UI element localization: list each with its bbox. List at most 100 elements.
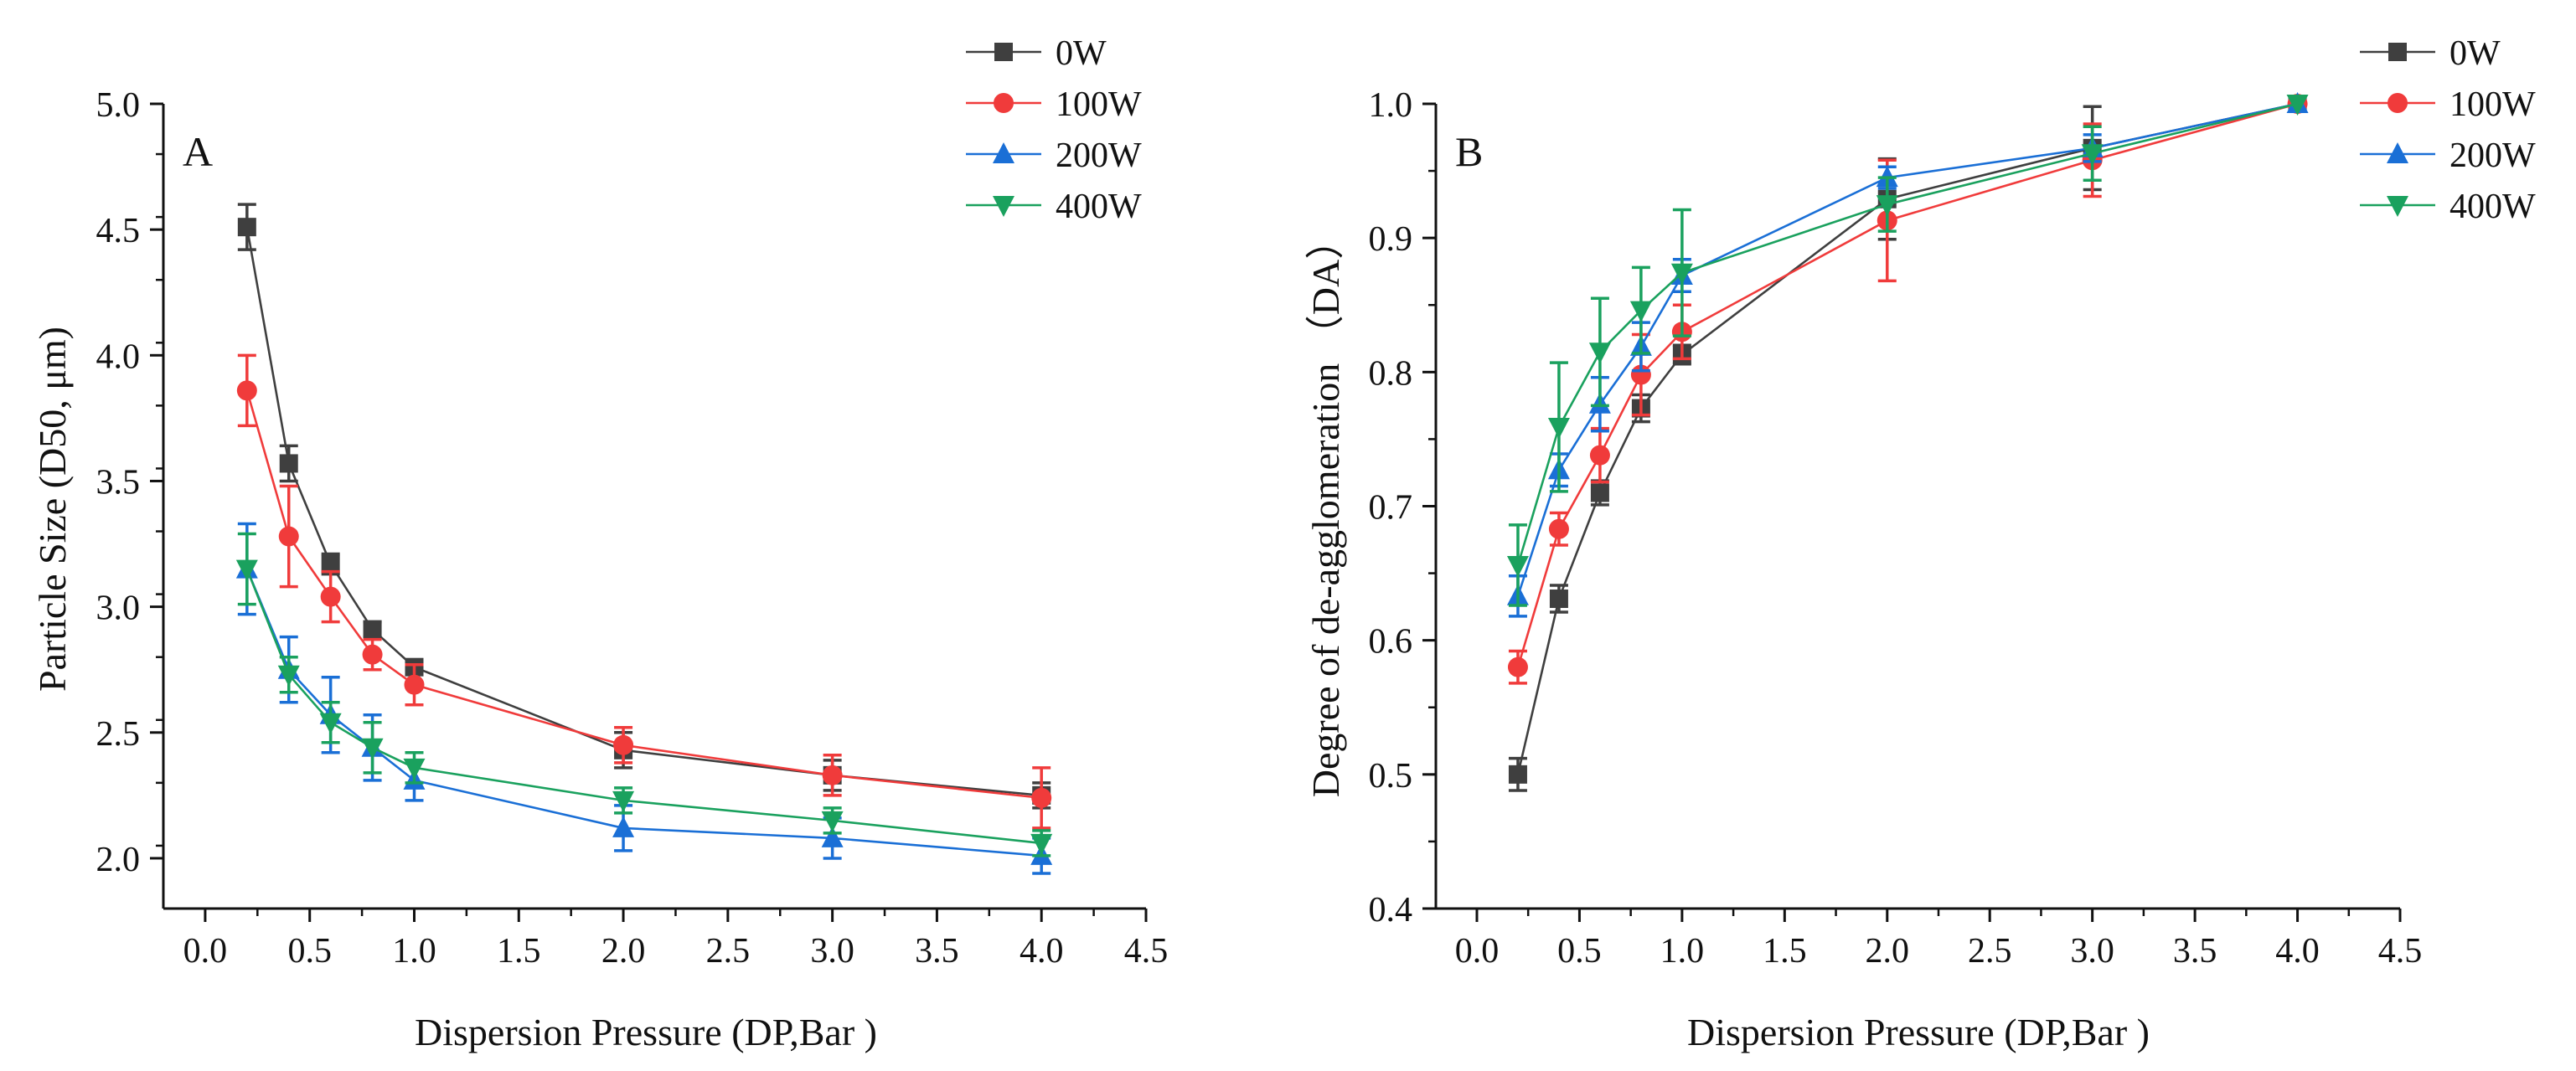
panel-b-series-100w: [1507, 94, 2308, 685]
panel-a-x-tick-label: 3.5: [915, 932, 959, 971]
panel-b-series-400w-point: [1670, 263, 1693, 285]
panel-b-legend-marker: [2387, 196, 2408, 217]
panel-a-x-tick-label: 1.5: [497, 932, 541, 971]
panel-a-legend-marker: [993, 142, 1014, 163]
panel-b-series-100w-line: [1516, 102, 2298, 668]
panel-b-series-400w-point: [2286, 95, 2309, 116]
panel-a-series-100w: [236, 353, 1052, 830]
panel-a-series-400w-point: [612, 790, 635, 812]
panel-a-series-400w-point: [277, 665, 300, 687]
panel-b-x-tick-label: 4.0: [2275, 932, 2320, 971]
panel-a-legend-item-0w: 0W: [966, 34, 1107, 73]
panel-b-series-400w-line: [1516, 102, 2298, 566]
panel-b-y-axis-title: Degree of de-agglomeration （DA）: [1304, 221, 1347, 797]
panel-b-legend-item-400w: 400W: [2360, 188, 2536, 226]
panel-a-legend-label: 400W: [1056, 188, 1142, 226]
panel-b-series-200w-line: [1516, 102, 2298, 597]
panel-b-series-200w: [1506, 92, 2309, 618]
panel-b-x-tick-label: 3.5: [2173, 932, 2217, 971]
panel-b-x-tick-label: 1.5: [1763, 932, 1807, 971]
panel-a-series-100w-point: [278, 526, 299, 547]
panel-b-series-0w-point: [1508, 765, 1527, 784]
panel-b-series-400w: [1506, 95, 2309, 607]
panel-a-series-0w-point: [237, 218, 256, 237]
panel-b-x-tick-label: 2.0: [1866, 932, 1910, 971]
panel-a-series-400w-point: [821, 811, 844, 832]
panel-a-x-tick-label: 3.0: [810, 932, 854, 971]
panel-b-y-tick-label: 0.9: [1369, 220, 1413, 259]
panel-a-series-200w: [235, 522, 1053, 875]
panel-a-series-400w: [235, 532, 1053, 857]
panel-b: 0.0 0.5 1.0 1.5 2.0 2.5 3.0 3.5 4.0 4.5 0.4 0.5 0.6…: [1304, 34, 2536, 1053]
panel-b-series-400w-point: [1629, 301, 1652, 322]
panel-a-y-tick-label: 4.5: [96, 212, 141, 250]
panel-b-y-tick-label: 1.0: [1369, 86, 1413, 125]
panel-a-legend: 0W 100W 200W 400W: [966, 34, 1142, 226]
panel-b-axes: 0.0 0.5 1.0 1.5 2.0 2.5 3.0 3.5 4.0 4.5 0.4 0.5 0.6…: [1369, 86, 2423, 971]
panel-b-legend-item-100w: 100W: [2360, 85, 2536, 124]
panel-a-series-0w-line: [245, 226, 1042, 797]
panel-a-series-100w-point: [613, 734, 634, 755]
panel-a-series-400w-point: [361, 738, 384, 759]
panel-a-series-200w-point: [821, 826, 844, 847]
panel-b-x-tick-label: 0.5: [1557, 932, 1602, 971]
panel-a-series-400w-point: [403, 758, 426, 780]
panel-a-y-tick-label: 3.5: [96, 463, 141, 502]
panel-b-series-400w-point: [2081, 144, 2104, 166]
panel-b-y-tick-label: 0.8: [1369, 354, 1413, 393]
panel-b-label: B: [1455, 128, 1483, 175]
panel-b-y-tick-label: 0.5: [1369, 757, 1413, 796]
panel-a-x-axis-title: Dispersion Pressure (DP,Bar ): [415, 1011, 877, 1053]
panel-b-x-tick-label: 1.0: [1660, 932, 1705, 971]
panel-b-x-ticks: 0.0 0.5 1.0 1.5 2.0 2.5 3.0 3.5 4.0 4.5: [1455, 909, 2423, 971]
panel-a-series-400w-line: [245, 569, 1042, 845]
panel-b-series-400w-point: [1876, 195, 1898, 217]
panel-a-series-100w-point: [822, 765, 843, 785]
panel-a: 0.0 0.5 1.0 1.5 2.0 2.5 3.0 3.5 4.0 4.5 2.0 2.5 3.0…: [31, 34, 1168, 1053]
panel-b-x-tick-label: 4.5: [2378, 932, 2423, 971]
panel-b-series-400w-point: [1588, 342, 1611, 364]
panel-b-legend-marker: [2388, 43, 2407, 61]
panel-a-y-tick-label: 5.0: [96, 86, 141, 125]
panel-a-series-200w-point: [612, 816, 635, 837]
panel-b-series: [1506, 92, 2309, 792]
panel-b-legend-item-200w: 200W: [2360, 136, 2536, 175]
panel-a-legend-item-400w: 400W: [966, 188, 1142, 226]
panel-a-series: [235, 203, 1053, 875]
panel-a-series-100w-line: [245, 389, 1042, 800]
panel-a-axes: 0.0 0.5 1.0 1.5 2.0 2.5 3.0 3.5 4.0 4.5 2.0 2.5 3.0…: [96, 86, 1169, 971]
panel-a-series-0w-point: [279, 454, 298, 473]
panel-a-y-tick-label: 4.0: [96, 337, 141, 376]
panel-b-legend-label: 400W: [2450, 188, 2536, 226]
panel-a-series-400w-point: [235, 559, 258, 581]
panel-a-legend-label: 100W: [1056, 85, 1142, 124]
panel-a-series-400w-point: [1030, 833, 1053, 855]
panel-b-x-tick-label: 0.0: [1455, 932, 1500, 971]
panel-b-legend-label: 200W: [2450, 136, 2536, 175]
panel-a-legend-marker: [994, 43, 1013, 61]
panel-a-series-100w-point: [362, 644, 383, 665]
panel-a-x-tick-label: 2.0: [601, 932, 646, 971]
panel-a-x-tick-label: 4.0: [1020, 932, 1064, 971]
panel-a-series-100w-point: [236, 380, 257, 401]
panel-b-series-400w-point: [1506, 555, 1529, 577]
panel-a-legend-item-200w: 200W: [966, 136, 1142, 175]
panel-b-series-100w-point: [1548, 518, 1569, 539]
panel-b-series-0w-point: [1549, 590, 1568, 609]
panel-a-series-100w-point: [404, 674, 425, 695]
panel-a-legend-item-100w: 100W: [966, 85, 1142, 124]
panel-a-label: A: [183, 128, 213, 175]
panel-b-x-axis-title: Dispersion Pressure (DP,Bar ): [1687, 1011, 2150, 1053]
panel-a-x-tick-label: 0.0: [183, 932, 228, 971]
panel-b-x-tick-label: 3.0: [2070, 932, 2114, 971]
panel-a-x-tick-label: 1.0: [392, 932, 436, 971]
panel-b-legend-label: 0W: [2450, 34, 2501, 73]
panel-b-series-0w-line: [1516, 102, 2298, 775]
panel-b-legend: 0W 100W 200W 400W: [2360, 34, 2536, 226]
panel-b-series-100w-point: [1507, 657, 1528, 677]
panel-b-legend-marker: [2387, 142, 2408, 163]
panel-a-x-tick-label: 0.5: [287, 932, 332, 971]
panel-a-series-0w: [237, 203, 1051, 810]
panel-b-legend-marker: [2388, 93, 2408, 113]
